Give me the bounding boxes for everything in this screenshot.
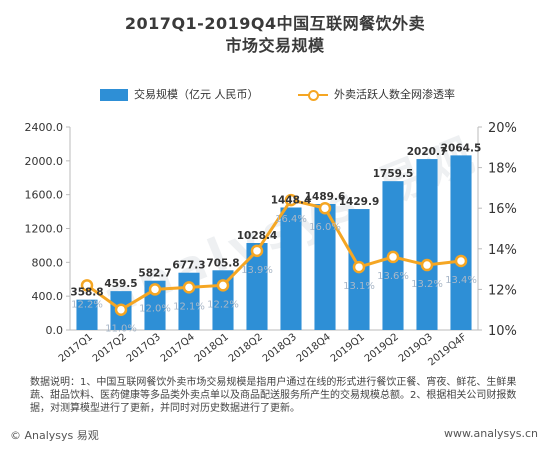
- chart-area: 0.0 400.0 800.0 1200.0 1600.0 2000.0 2400.0 10%…: [25, 121, 517, 369]
- line-point: [454, 254, 468, 268]
- bar-data-label: 582.7: [138, 268, 171, 280]
- y-right-tick-label: 12%: [488, 283, 517, 298]
- legend-item-line: 外卖活跃人数全网渗透率: [298, 86, 455, 102]
- y-right-tick-label: 14%: [488, 243, 517, 258]
- bar: [76, 299, 98, 330]
- line-data-label: 12.1%: [173, 301, 205, 312]
- bar-data-label: 705.8: [206, 257, 239, 269]
- legend-line-swatch: [298, 89, 328, 101]
- line-point: [386, 250, 400, 264]
- x-tick-label: 2019Q1: [329, 332, 367, 365]
- line-data-label: 13.2%: [411, 279, 443, 290]
- line-data-label: 16.4%: [275, 214, 307, 225]
- bar-data-label: 2020.7: [407, 146, 448, 158]
- line-point: [420, 258, 434, 272]
- x-tick-label: 2018Q2: [227, 332, 265, 365]
- bar-data-label: 358.8: [70, 287, 103, 299]
- x-tick-label: 2019Q2: [363, 332, 401, 365]
- y-left-tick-label: 1600.0: [25, 189, 64, 202]
- bar: [246, 243, 268, 330]
- line-point: [352, 260, 366, 274]
- y-left-tick-label: 0.0: [46, 324, 64, 337]
- line-point: [114, 303, 128, 316]
- bar: [450, 155, 472, 330]
- legend-bar-swatch: [100, 89, 128, 101]
- bar-data-label: 2064.5: [441, 142, 482, 154]
- chart-title-line1: 2017Q1-2019Q4中国互联网餐饮外卖: [124, 14, 426, 33]
- footer-brand: © Analysys 易观: [10, 429, 99, 442]
- y-left-tick-label: 2000.0: [25, 155, 64, 168]
- legend-item-bar: 交易规模（亿元 人民币）: [100, 86, 259, 102]
- line-data-label: 13.4%: [445, 275, 477, 286]
- bar: [416, 159, 438, 330]
- footer-url: www.analysys.cn: [444, 427, 538, 440]
- line-point: [284, 193, 298, 207]
- line-data-label: 12.2%: [71, 299, 103, 310]
- y-right-tick-label: 20%: [488, 121, 517, 136]
- y-left-tick-label: 800.0: [32, 256, 64, 269]
- x-tick-label: 2017Q4: [159, 332, 197, 365]
- line-data-label: 12.0%: [139, 303, 171, 314]
- chart-title-line2: 市场交易规模: [225, 36, 325, 55]
- line-series: [86, 198, 462, 312]
- y-left-tick-label: 1200.0: [25, 223, 64, 236]
- line-point: [182, 281, 196, 294]
- line-point: [80, 279, 94, 292]
- line-data-label: 11.0%: [105, 324, 137, 335]
- line-point: [148, 283, 162, 296]
- line-data-label: 13.1%: [343, 281, 375, 292]
- y-left-tick-label: 2400.0: [25, 121, 64, 134]
- x-tick-label: 2018Q1: [193, 332, 231, 365]
- x-tick-label: 2018Q4: [295, 332, 333, 365]
- y-right-tick-label: 16%: [488, 202, 517, 217]
- legend-bar-label: 交易规模（亿元 人民币）: [134, 88, 259, 101]
- line-point: [216, 279, 230, 292]
- y-right-tick-label: 18%: [488, 162, 517, 177]
- bar: [280, 207, 302, 330]
- bar-data-label: 1759.5: [373, 168, 414, 180]
- line-point: [250, 244, 264, 258]
- x-tick-label: 2017Q2: [91, 332, 129, 365]
- y-left-tick-label: 400.0: [32, 290, 64, 303]
- data-note: 数据说明：1、中国互联网餐饮外卖市场交易规模是指用户通过在线的形式进行餐饮正餐、…: [30, 377, 517, 414]
- x-tick-label: 2018Q3: [261, 332, 299, 365]
- line-data-label: 16.0%: [309, 222, 341, 233]
- x-tick-label: 2017Q3: [125, 332, 163, 365]
- bar-data-label: 1028.4: [237, 230, 278, 242]
- bar-data-label: 1489.6: [305, 191, 346, 203]
- bar-data-label: 1448.4: [271, 194, 312, 206]
- line-data-label: 13.9%: [241, 265, 273, 276]
- legend-line-label: 外卖活跃人数全网渗透率: [334, 88, 455, 101]
- bar-data-label: 1429.9: [339, 196, 380, 208]
- x-tick-label: 2019Q4F: [426, 332, 469, 369]
- line-data-label: 13.6%: [377, 271, 409, 282]
- bar: [314, 204, 336, 330]
- y-right-tick-label: 10%: [488, 324, 517, 339]
- line-data-label: 12.2%: [207, 299, 239, 310]
- bar-data-label: 459.5: [104, 278, 137, 290]
- line-point: [318, 201, 332, 215]
- bar-data-label: 677.3: [172, 260, 205, 272]
